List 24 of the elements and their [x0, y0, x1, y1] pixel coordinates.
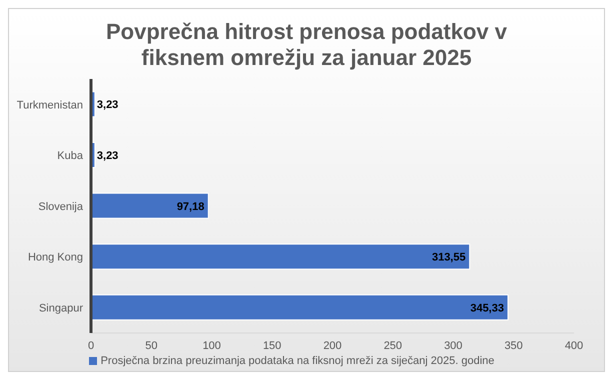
y-tick-label: Turkmenistan — [16, 99, 83, 112]
data-label: 3,23 — [96, 99, 118, 112]
y-tick-label: Kuba — [57, 150, 84, 162]
text: Prosječna brzina preuzimanja podataka na fiksnoj mreži za siječanj 2025. godine — [100, 355, 494, 367]
x-tick-label: 150 — [262, 340, 282, 352]
x-tick-label: 50 — [145, 340, 158, 352]
x-tick-label: 400 — [564, 340, 584, 352]
data-label: 345,33 — [470, 302, 504, 314]
x-tick-label: 300 — [444, 340, 462, 352]
chart-title: Povprečna hitrost prenosa podatkov v fiksnem omrežju za januar 2025 — [105, 18, 508, 71]
y-tick-label: Slovenija — [38, 200, 84, 213]
x-tick-label: 350 — [504, 340, 523, 352]
bar — [91, 244, 470, 270]
x-tick-label: 0 — [88, 340, 94, 352]
bar — [91, 294, 508, 320]
x-tick-label: 100 — [202, 340, 221, 352]
data-label: 97,18 — [176, 200, 204, 213]
x-tick-label: 200 — [323, 340, 342, 352]
data-label: 313,55 — [432, 252, 466, 264]
y-tick-label: Singapur — [38, 302, 84, 315]
x-tick-label: 250 — [384, 340, 402, 352]
bar — [91, 192, 209, 219]
y-tick-label: Hong Kong — [28, 252, 83, 264]
data-label: 3,23 — [96, 150, 118, 162]
